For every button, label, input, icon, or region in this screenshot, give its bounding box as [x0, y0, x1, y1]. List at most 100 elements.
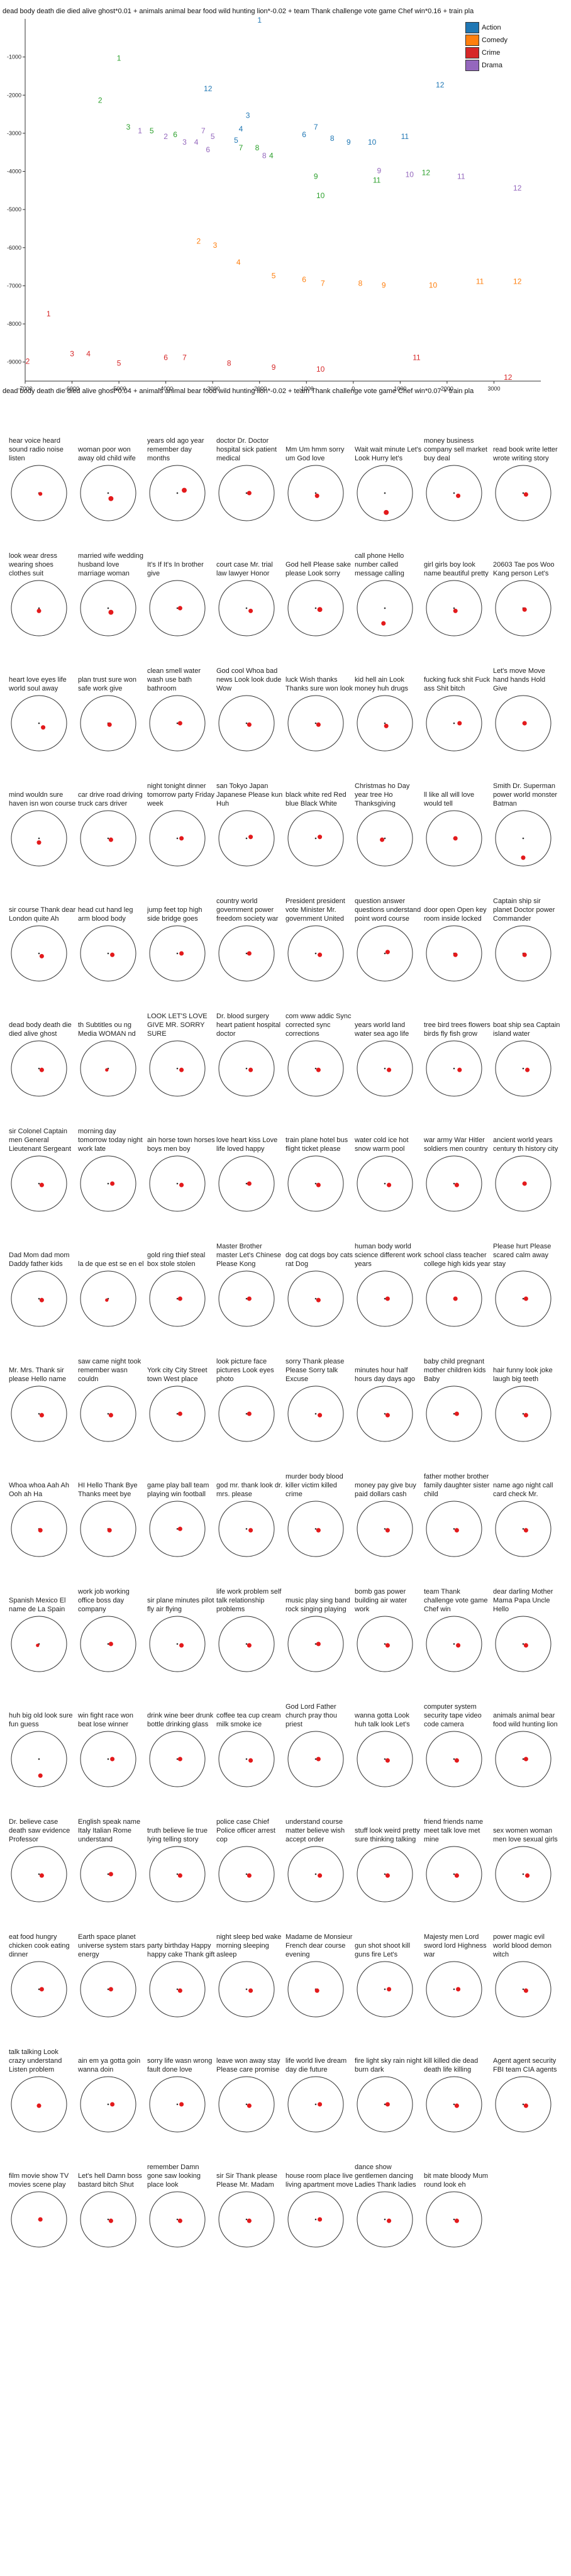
outer-circle — [218, 1501, 275, 1557]
topic-label-text: animals animal bear food wild hunting li… — [493, 1712, 558, 1728]
topic-circle-plot — [426, 925, 482, 982]
outer-circle — [11, 1501, 67, 1557]
topic-circle-plot — [426, 2076, 482, 2133]
data-point-label: 5 — [234, 136, 238, 145]
topic-circle-plot — [80, 1501, 136, 1557]
topic-label-text: power magic evil world blood demon witch — [493, 1933, 552, 1958]
topic-label: night tonight dinner tomorrow party Frid… — [147, 755, 215, 808]
topic-circle-plot — [357, 465, 413, 521]
topic-dot — [108, 609, 114, 615]
topic-label: war army War Hitler soldiers men country — [424, 1101, 492, 1153]
topic-label-text: President president vote Minister Mr. go… — [286, 897, 345, 923]
topic-label-text: jump feet top high side bridge goes — [147, 906, 202, 923]
topic-dot — [456, 493, 461, 498]
outer-circle — [218, 1155, 275, 1212]
outer-circle — [357, 1961, 413, 2018]
topic-label-text: th Subtitles ou ng Media WOMAN nd — [78, 1021, 136, 1038]
topic-cell: police case Chief Police officer arrest … — [216, 1791, 284, 1904]
x-tick-label: -6000 — [65, 386, 79, 392]
topic-label-text: look wear dress wearing shoes clothes su… — [9, 552, 58, 577]
topic-label-text: remember Damn gone saw looking place loo… — [147, 2163, 201, 2189]
center-point — [107, 837, 109, 840]
topic-circle-plot — [11, 1385, 67, 1442]
outer-circle — [357, 2076, 413, 2133]
topic-dot — [248, 1758, 253, 1763]
data-point-label: 12 — [422, 169, 431, 177]
topic-label: leave won away stay Please care promise — [216, 2021, 284, 2074]
topic-label-text: Wait wait minute Let's Look Hurry let's — [355, 446, 422, 462]
topic-circle-plot — [218, 1616, 275, 1672]
outer-circle — [80, 925, 136, 982]
topic-circle-plot — [149, 1961, 206, 2018]
topic-label: name ago night call card check Mr. — [493, 1446, 561, 1499]
topic-label-text: com www addic Sync corrected sync correc… — [286, 1013, 352, 1038]
topic-dot — [314, 1988, 319, 1993]
topic-label: Majesty men Lord sword lord Highness war — [424, 1906, 492, 1959]
topic-label: huh big old look sure fun guess — [9, 1676, 77, 1729]
topic-cell: years old ago year remember day months — [147, 410, 215, 523]
topic-circle-plot — [218, 810, 275, 867]
x-tick-label: -1000 — [299, 386, 314, 392]
topic-circle-plot — [357, 580, 413, 636]
topic-label-text: name ago night call card check Mr. — [493, 1482, 553, 1498]
topic-circle-plot — [287, 1270, 344, 1327]
topic-cell: mind wouldn sure haven isn won course — [9, 755, 77, 869]
topic-dot — [247, 1411, 252, 1416]
topic-circle-plot — [495, 580, 552, 636]
data-point-label: 1 — [47, 309, 51, 318]
outer-circle — [495, 465, 552, 521]
center-point — [176, 607, 179, 609]
topic-circle-plot — [426, 1501, 482, 1557]
outer-circle — [495, 1270, 552, 1327]
scatter-chart: -1000 -2000 -3000 -4000 -5000 -6000 -7000 -8000… — [7, 16, 541, 392]
topic-cell: York city City Street town West place — [147, 1331, 215, 1444]
topic-label-text: sorry life wasn wrong fault done love — [147, 2057, 213, 2074]
data-point-label: 2 — [26, 357, 30, 366]
topic-label: money pay give buy paid dollars cash — [355, 1446, 423, 1499]
topic-cell: school class teacher college high kids y… — [424, 1216, 492, 1329]
topic-dot — [317, 607, 323, 613]
topic-label: read book write letter wrote writing sto… — [493, 410, 561, 463]
center-point — [38, 952, 40, 955]
topic-dot — [177, 721, 182, 726]
center-point — [38, 1758, 40, 1760]
center-point — [453, 1413, 455, 1415]
topic-cell: ain horse town horses boys men boy — [147, 1101, 215, 1214]
topic-label-text: It's If It's In brother give — [147, 561, 204, 577]
topic-label-text: look picture face pictures Look eyes pho… — [216, 1358, 274, 1383]
topic-label: kid hell ain Look money huh drugs — [355, 640, 423, 693]
outer-circle — [287, 1155, 344, 1212]
outer-circle — [357, 810, 413, 867]
topic-cell: leave won away stay Please care promise — [216, 2021, 284, 2135]
topic-label: train plane hotel bus flight ticket plea… — [286, 1101, 353, 1153]
topic-label: saw came night took remember wasn couldn — [78, 1331, 146, 1384]
data-point-label: 4 — [269, 151, 274, 160]
topic-circle-plot — [426, 1270, 482, 1327]
data-point-label: 12 — [204, 84, 213, 93]
topic-dot — [453, 836, 458, 841]
topic-circle-plot — [80, 925, 136, 982]
y-tick-label: -3000 — [7, 130, 21, 136]
center-point — [522, 1988, 524, 1990]
topic-label-text: mind wouldn sure haven isn won course — [9, 791, 76, 808]
topic-circle-plot — [287, 2191, 344, 2248]
topic-cell: coffee tea cup cream milk smoke ice — [216, 1676, 284, 1789]
center-point — [314, 607, 317, 609]
topic-cell: house room place live living apartment m… — [286, 2136, 353, 2250]
outer-circle — [11, 2076, 67, 2133]
center-point — [176, 492, 179, 494]
topic-cell: bomb gas power building air water work — [355, 1561, 423, 1674]
center-point — [384, 1873, 386, 1875]
topic-dot — [385, 1758, 390, 1763]
topic-label-text: Master Brother master Let's Chinese Plea… — [216, 1243, 281, 1268]
topic-label-text: dog cat dogs boy cats rat Dog — [286, 1252, 353, 1268]
topic-cell: Madame de Monsieur French dear course ev… — [286, 1906, 353, 2019]
topic-label-text: hair funny look joke laugh big teeth — [493, 1367, 553, 1383]
topic-label-text: English speak name Italy Italian Rome un… — [78, 1818, 141, 1843]
topic-circle-plot — [495, 810, 552, 867]
outer-circle — [495, 1846, 552, 1902]
topic-dot — [457, 1067, 462, 1072]
center-point — [522, 1643, 524, 1645]
topic-cell: water cold ice hot snow warm pool — [355, 1101, 423, 1214]
topic-label: dear darling Mother Mama Papa Uncle Hell… — [493, 1561, 561, 1614]
